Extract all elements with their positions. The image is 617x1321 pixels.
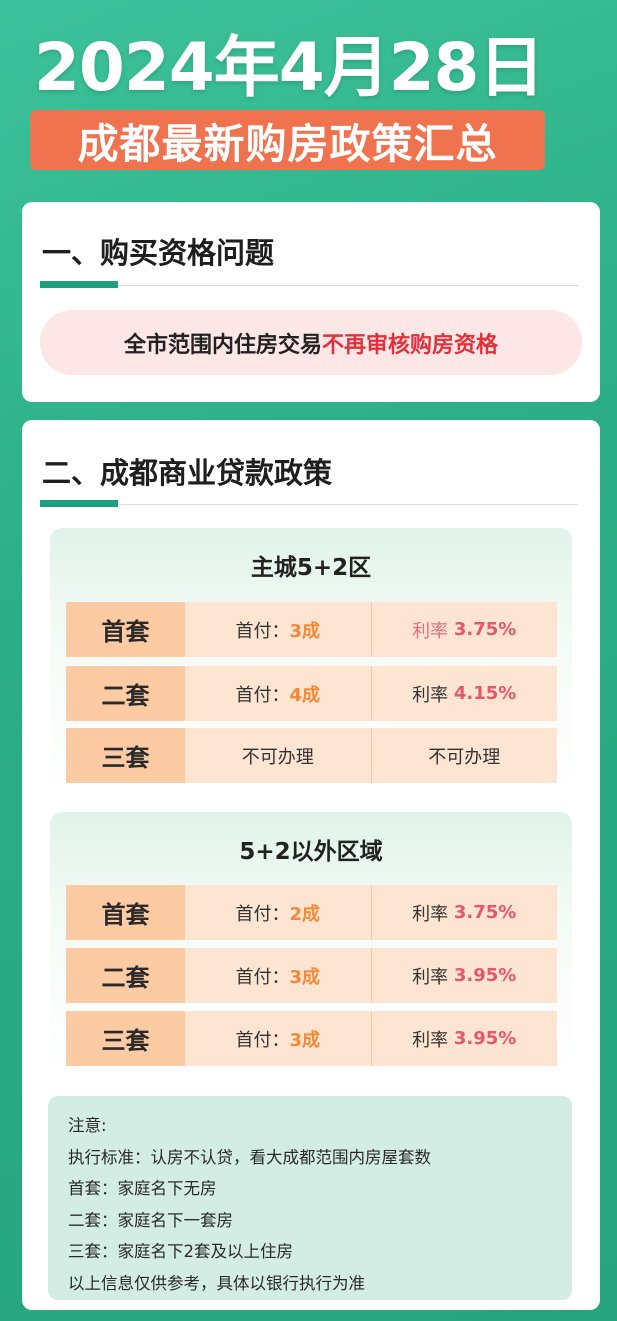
note-line: 首套：家庭名下无房	[68, 1179, 217, 1198]
down-prefix: 首付：	[235, 966, 290, 988]
down-payment-cell: 首付： 3成	[185, 948, 371, 1003]
row-label: 二套	[66, 948, 185, 1003]
rate-value: 4.15%	[453, 683, 517, 704]
rate-cell: 利率 3.95%	[370, 948, 558, 1003]
heading-accent-bar	[40, 281, 118, 288]
title-banner: 成都最新购房政策汇总	[30, 110, 545, 170]
row-label: 三套	[66, 1011, 185, 1066]
down-payment-cell: 不可办理	[241, 746, 314, 768]
down-payment-cell: 首付： 4成	[185, 666, 371, 721]
rate-value: 3.95%	[453, 965, 517, 986]
zone-main-city: 主城5+2区 首套 首付： 3成 利率 3.75% 二套 首付： 4成 利率 4.1…	[50, 528, 572, 795]
rate-prefix: 利率	[412, 966, 449, 988]
down-prefix: 首付：	[235, 1029, 290, 1051]
table-row: 二套 首付： 4成 利率 4.15%	[66, 666, 557, 721]
notice-highlight: 不再审核购房资格	[322, 332, 499, 358]
note-line: 注意:	[68, 1116, 107, 1135]
table-row: 二套 首付： 3成 利率 3.95%	[66, 948, 557, 1003]
heading-accent-bar	[40, 500, 118, 507]
rate-cell: 利率 4.15%	[370, 666, 558, 721]
qualification-notice: 全市范围内住房交易 不再审核购房资格	[40, 310, 582, 375]
note-line: 执行标准：认房不认贷，看大成都范围内房屋套数	[68, 1147, 431, 1167]
date-title: 2024年4月28日	[34, 29, 544, 106]
down-value: 3成	[289, 620, 321, 642]
down-payment-cell: 首付： 2成	[185, 885, 371, 940]
table-row: 首套 首付： 3成 利率 3.75%	[66, 602, 557, 657]
divider	[40, 504, 578, 505]
row-label: 三套	[66, 728, 185, 783]
note-line: 二套：家庭名下一套房	[68, 1210, 233, 1230]
notice-text: 全市范围内住房交易	[123, 332, 322, 358]
section1-heading: 一、购买资格问题	[42, 236, 275, 270]
down-payment-cell: 首付： 3成	[185, 1011, 371, 1066]
down-value: 3成	[289, 966, 321, 988]
divider	[40, 285, 578, 286]
down-prefix: 首付：	[235, 903, 290, 925]
down-payment-cell: 首付： 3成	[185, 602, 371, 657]
rate-value: 3.95%	[453, 1028, 517, 1049]
zone-outer-area: 5+2以外区域 首套 首付： 2成 利率 3.75% 二套 首付： 3成 利率 3.…	[50, 812, 572, 1075]
down-prefix: 首付：	[235, 620, 290, 642]
down-prefix: 首付：	[235, 684, 290, 706]
rate-value: 3.75%	[453, 902, 517, 923]
note-line: 三套：家庭名下2套及以上住房	[68, 1242, 293, 1261]
down-value: 4成	[289, 684, 321, 706]
rate-cell: 利率 3.75%	[370, 885, 558, 940]
rate-cell: 利率 3.95%	[370, 1011, 558, 1066]
table-row: 三套 首付： 3成 利率 3.95%	[66, 1011, 557, 1066]
table-row: 首套 首付： 2成 利率 3.75%	[66, 885, 557, 940]
notes-box: 注意: 执行标准：认房不认贷，看大成都范围内房屋套数 首套：家庭名下无房 二套：…	[48, 1096, 572, 1300]
rate-prefix: 利率	[412, 903, 449, 925]
row-label: 首套	[66, 602, 185, 657]
rate-value: 3.75%	[453, 619, 517, 640]
rate-prefix: 利率	[412, 1029, 449, 1051]
rate-cell: 不可办理	[370, 728, 558, 783]
note-line: 以上信息仅供参考，具体以银行执行为准	[68, 1273, 365, 1293]
commercial-loan-card: 二、成都商业贷款政策 主城5+2区 首套 首付： 3成 利率 3.75% 二套 首…	[22, 420, 600, 1310]
down-value: 3成	[289, 1029, 321, 1051]
rate-prefix: 利率	[412, 620, 449, 642]
down-value: 2成	[289, 903, 321, 925]
row-label: 二套	[66, 666, 185, 721]
rate-cell: 利率 3.75%	[370, 602, 558, 657]
section2-heading: 二、成都商业贷款政策	[42, 456, 333, 490]
table-row: 三套 不可办理 不可办理	[66, 728, 557, 783]
zone-title: 5+2以外区域	[239, 839, 383, 865]
rate-prefix: 利率	[412, 684, 449, 706]
row-label: 首套	[66, 885, 185, 940]
zone-title: 主城5+2区	[250, 555, 372, 581]
purchase-qualification-card: 一、购买资格问题 全市范围内住房交易 不再审核购房资格	[22, 202, 600, 402]
